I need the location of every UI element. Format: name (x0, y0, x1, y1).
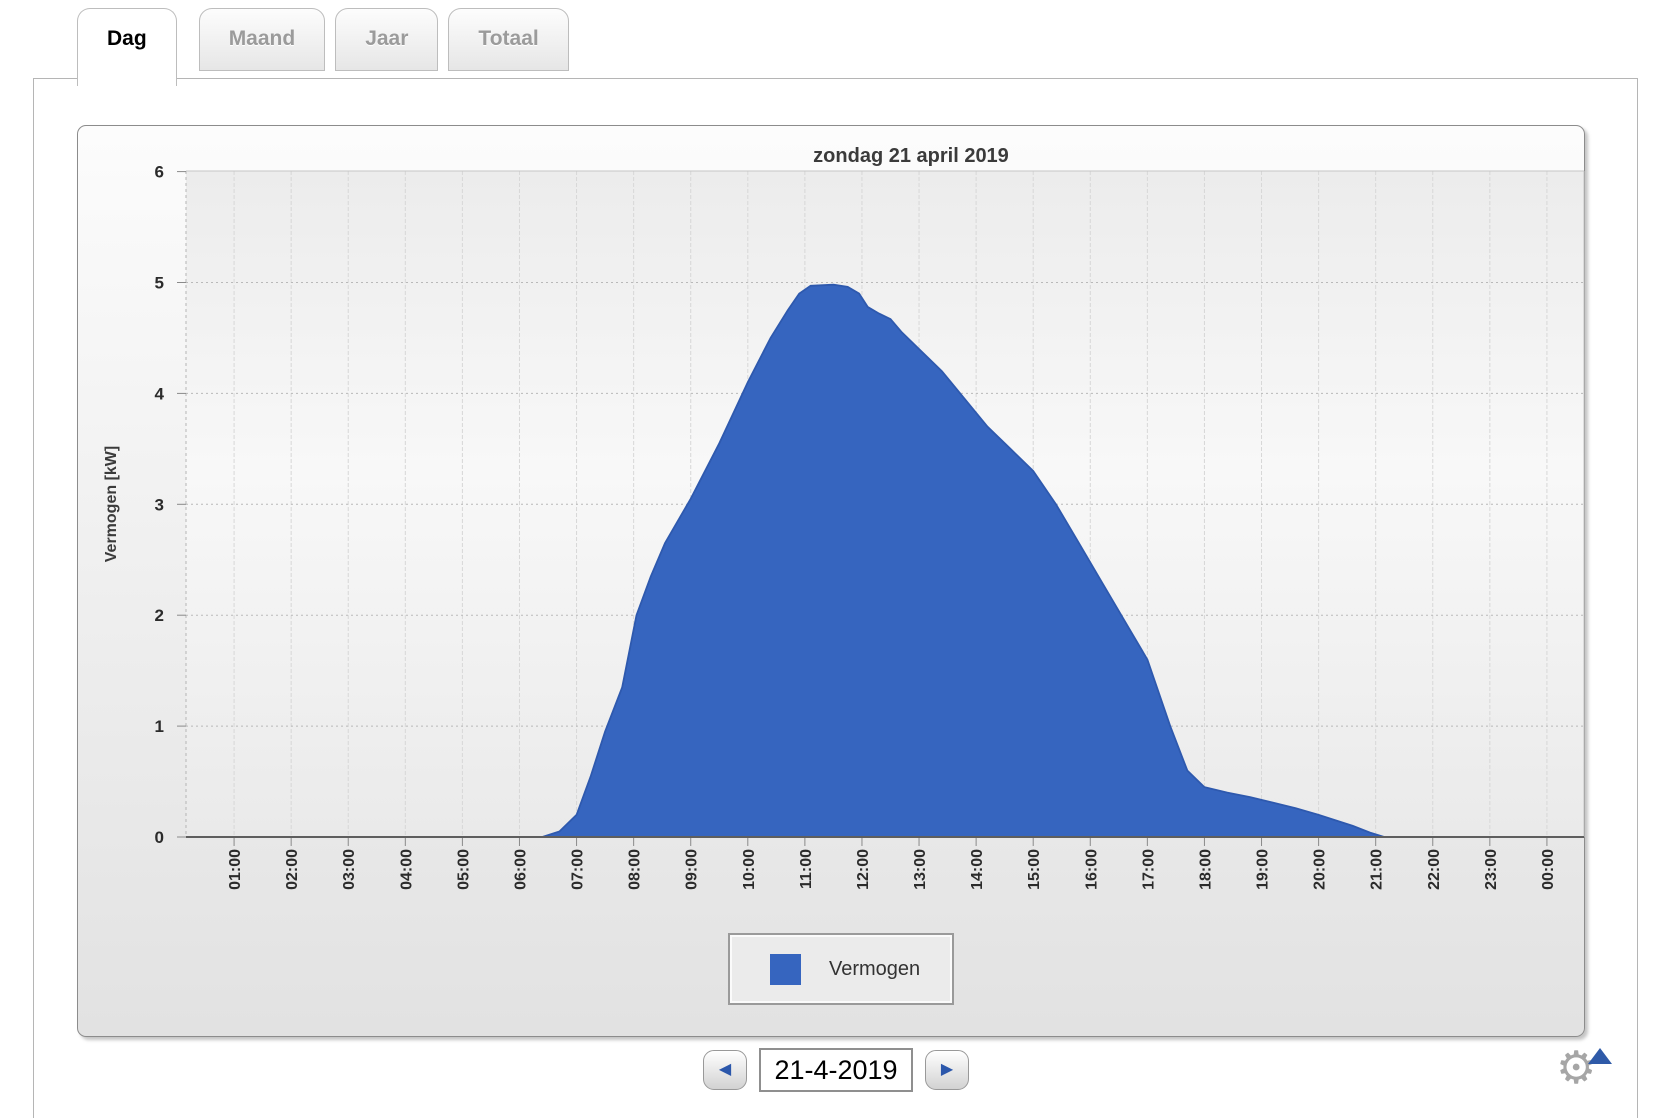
svg-text:00:00: 00:00 (1540, 849, 1557, 890)
chart-canvas: 01:00 02:00 03:00 04:00 05:00 06:00 07:00 08:00… (103, 145, 1585, 890)
date-navigation: ◀ ▶ (703, 1048, 969, 1092)
svg-text:07:00: 07:00 (570, 849, 587, 890)
legend-box[interactable]: Vermogen (728, 933, 954, 1005)
svg-text:13:00: 13:00 (912, 849, 929, 890)
svg-text:15:00: 15:00 (1026, 849, 1043, 890)
svg-text:17:00: 17:00 (1140, 849, 1157, 890)
collapse-up-icon (1588, 1048, 1612, 1064)
svg-text:6: 6 (155, 163, 164, 182)
svg-text:01:00: 01:00 (227, 849, 244, 890)
svg-text:11:00: 11:00 (798, 849, 815, 889)
tab-jaar[interactable]: Jaar (335, 8, 439, 71)
svg-text:23:00: 23:00 (1483, 849, 1500, 890)
legend-swatch-vermogen (770, 953, 801, 985)
svg-text:4: 4 (155, 384, 165, 403)
svg-text:04:00: 04:00 (398, 849, 415, 890)
svg-text:1: 1 (155, 717, 164, 736)
chart-panel: 01:00 02:00 03:00 04:00 05:00 06:00 07:00 08:00… (77, 125, 1585, 1037)
previous-day-button[interactable]: ◀ (703, 1050, 747, 1090)
svg-text:06:00: 06:00 (512, 849, 529, 890)
svg-text:03:00: 03:00 (341, 849, 358, 890)
svg-text:09:00: 09:00 (684, 849, 701, 890)
svg-text:0: 0 (155, 828, 164, 847)
svg-text:08:00: 08:00 (627, 849, 644, 890)
date-input[interactable] (759, 1048, 913, 1092)
svg-text:12:00: 12:00 (855, 849, 872, 890)
tab-bar: Dag Maand Jaar Totaal (77, 8, 579, 86)
svg-text:05:00: 05:00 (455, 849, 472, 890)
svg-text:16:00: 16:00 (1083, 849, 1100, 890)
next-day-button[interactable]: ▶ (925, 1050, 969, 1090)
svg-text:2: 2 (155, 606, 164, 625)
tab-maand[interactable]: Maand (198, 8, 326, 71)
chart-title: zondag 21 april 2019 (813, 145, 1009, 167)
svg-text:02:00: 02:00 (284, 849, 301, 890)
svg-text:14:00: 14:00 (969, 849, 986, 890)
svg-text:21:00: 21:00 (1369, 849, 1386, 890)
svg-text:22:00: 22:00 (1426, 849, 1443, 890)
arrow-left-icon: ◀ (718, 1061, 732, 1078)
svg-text:18:00: 18:00 (1197, 849, 1214, 890)
svg-text:5: 5 (155, 274, 164, 293)
svg-text:3: 3 (155, 495, 164, 514)
svg-text:19:00: 19:00 (1255, 849, 1272, 890)
svg-text:10:00: 10:00 (741, 849, 758, 890)
settings-button[interactable]: ⚙ (1556, 1042, 1616, 1098)
tab-totaal[interactable]: Totaal (448, 8, 569, 71)
svg-text:20:00: 20:00 (1312, 849, 1329, 890)
y-axis-label: Vermogen [kW] (103, 446, 120, 562)
arrow-right-icon: ▶ (940, 1061, 954, 1078)
legend-label: Vermogen (829, 957, 921, 980)
tab-dag[interactable]: Dag (77, 8, 177, 86)
